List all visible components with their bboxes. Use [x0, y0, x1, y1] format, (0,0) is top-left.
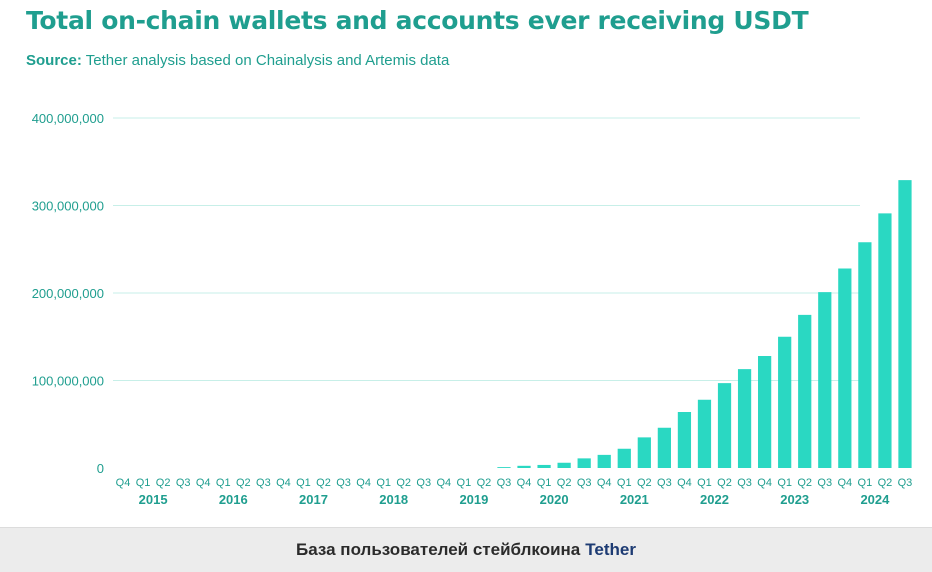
- bar: [838, 268, 852, 468]
- bar: [717, 383, 732, 468]
- y-tick-label: 200,000,000: [32, 286, 104, 301]
- year-label: 2023: [780, 492, 809, 507]
- x-tick-label: Q4: [276, 477, 291, 489]
- bar: [597, 454, 611, 468]
- caption-link[interactable]: Tether: [585, 540, 636, 559]
- bar: [637, 437, 651, 468]
- y-tick-label: 300,000,000: [32, 199, 104, 214]
- x-tick-label: Q1: [858, 477, 873, 489]
- x-tick-label: Q3: [898, 477, 913, 489]
- x-tick-label: Q3: [817, 477, 832, 489]
- bar: [657, 427, 671, 468]
- x-tick-label: Q4: [116, 477, 131, 489]
- bar: [677, 412, 692, 468]
- source-text: Tether analysis based on Chainalysis and…: [85, 52, 450, 69]
- year-label: 2019: [459, 492, 488, 507]
- x-tick-label: Q1: [216, 477, 231, 489]
- y-tick-label: 400,000,000: [32, 111, 104, 126]
- x-tick-label: Q2: [156, 477, 171, 489]
- x-tick-label: Q4: [837, 477, 852, 489]
- x-tick-label: Q3: [737, 477, 752, 489]
- x-tick-label: Q4: [597, 477, 612, 489]
- x-tick-label: Q2: [236, 477, 251, 489]
- x-tick-label: Q2: [797, 477, 812, 489]
- x-tick-label: Q2: [557, 477, 572, 489]
- x-tick-label: Q3: [176, 477, 191, 489]
- x-tick-label: Q3: [577, 477, 592, 489]
- year-label: 2017: [299, 492, 328, 507]
- bar: [898, 180, 912, 468]
- x-tick-label: Q1: [136, 477, 151, 489]
- bar: [557, 462, 571, 468]
- chart-source: Source: Tether analysis based on Chainal…: [26, 52, 449, 69]
- x-tick-label: Q3: [416, 477, 431, 489]
- x-tick-label: Q1: [376, 477, 391, 489]
- x-tick-label: Q1: [296, 477, 311, 489]
- caption-bar: База пользователей стейблкоина Tether: [0, 527, 932, 572]
- year-label: 2018: [379, 492, 408, 507]
- x-tick-label: Q2: [878, 477, 893, 489]
- x-tick-label: Q4: [196, 477, 211, 489]
- x-tick-label: Q2: [477, 477, 492, 489]
- year-label: 2016: [219, 492, 248, 507]
- y-tick-label: 100,000,000: [32, 374, 104, 389]
- bar: [758, 356, 772, 468]
- bar: [537, 464, 551, 468]
- x-tick-label: Q4: [436, 477, 451, 489]
- year-label: 2022: [700, 492, 729, 507]
- bar: [617, 448, 631, 468]
- bar: [737, 369, 752, 468]
- source-label: Source:: [26, 52, 82, 69]
- x-tick-label: Q1: [777, 477, 792, 489]
- x-tick-label: Q1: [617, 477, 632, 489]
- chart-title: Total on-chain wallets and accounts ever…: [26, 6, 809, 35]
- bar-chart: 0 100,000,000 200,000,000 300,000,000 400,00…: [32, 111, 913, 507]
- x-tick-label: Q2: [717, 477, 732, 489]
- x-tick-label: Q4: [356, 477, 371, 489]
- bar: [878, 213, 892, 468]
- x-tick-label: Q2: [396, 477, 411, 489]
- x-tick-label: Q1: [457, 477, 472, 489]
- x-tick-label: Q3: [256, 477, 271, 489]
- x-tick-label: Q3: [657, 477, 672, 489]
- x-tick-label: Q4: [677, 477, 692, 489]
- x-tick-label: Q3: [336, 477, 351, 489]
- caption-text: База пользователей стейблкоина: [296, 540, 581, 559]
- bar: [577, 458, 591, 468]
- year-label: 2020: [540, 492, 569, 507]
- bar: [778, 336, 792, 468]
- x-tick-label: Q4: [517, 477, 532, 489]
- bar: [697, 399, 712, 468]
- x-tick-label: Q4: [757, 477, 772, 489]
- year-label: 2024: [860, 492, 890, 507]
- x-tick-label: Q3: [497, 477, 512, 489]
- year-label: 2015: [139, 492, 168, 507]
- year-label: 2021: [620, 492, 649, 507]
- x-tick-label: Q1: [537, 477, 552, 489]
- bar: [798, 314, 812, 468]
- x-tick-label: Q1: [697, 477, 712, 489]
- y-tick-label: 0: [97, 461, 104, 476]
- x-tick-label: Q2: [316, 477, 331, 489]
- bar: [517, 465, 531, 468]
- bar: [818, 292, 832, 468]
- bar: [497, 467, 511, 468]
- bar: [858, 242, 872, 468]
- x-tick-label: Q2: [637, 477, 652, 489]
